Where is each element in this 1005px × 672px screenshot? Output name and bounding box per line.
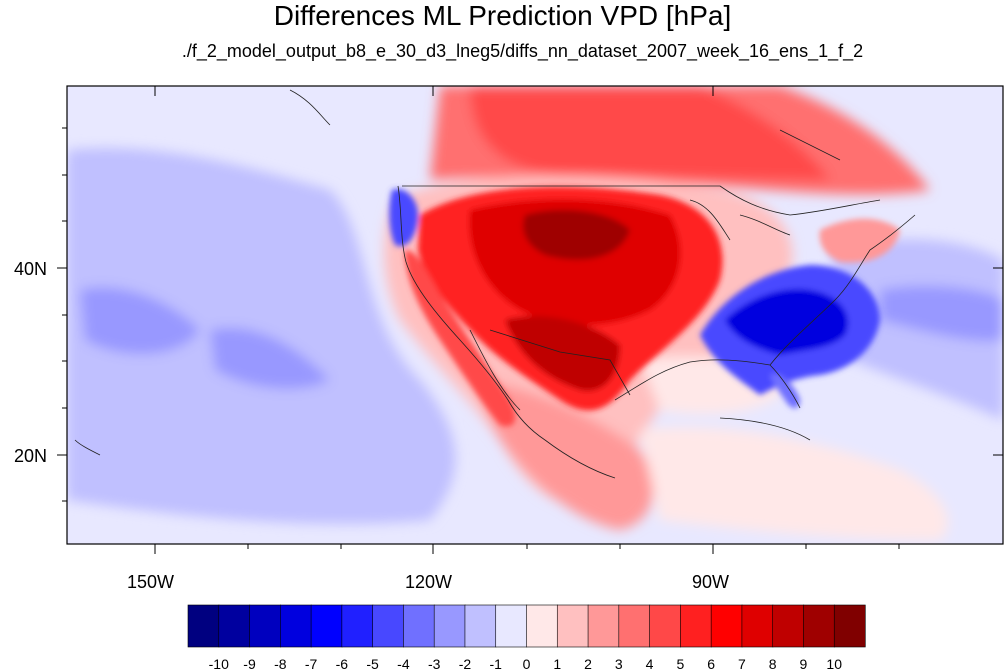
region-pacific-blue-patch2 bbox=[210, 328, 330, 389]
region-atlantic-blue bbox=[830, 239, 1003, 420]
colorbar-swatch bbox=[403, 604, 435, 648]
colorbar-tick-label: -4 bbox=[397, 656, 410, 672]
lon-label-120w: 120W bbox=[405, 572, 453, 592]
colorbar-swatch bbox=[741, 604, 774, 648]
vpd-field bbox=[67, 86, 1003, 544]
lat-label-20n: 20N bbox=[14, 446, 48, 466]
hawaii bbox=[74, 439, 101, 456]
region-southeast-core bbox=[725, 289, 849, 355]
region-northeast-pink bbox=[819, 218, 900, 263]
map-subtitle: ./f_2_model_output_b8_e_30_d3_lneg5/diff… bbox=[181, 41, 864, 61]
colorbar-tick-label: 4 bbox=[645, 656, 654, 672]
colorbar-tick-label: -3 bbox=[427, 656, 441, 672]
colorbar-tick-label: -1 bbox=[489, 656, 502, 672]
colorbar-swatch bbox=[341, 604, 374, 648]
colorbar-swatch bbox=[187, 604, 220, 648]
colorbar-swatch bbox=[310, 604, 343, 648]
colorbar-tick-label: 5 bbox=[676, 656, 685, 672]
colorbar-swatch bbox=[833, 604, 866, 648]
region-california-coast bbox=[405, 250, 516, 427]
baja-line bbox=[469, 329, 521, 411]
region-pacific-blue-patch bbox=[80, 287, 200, 354]
colorbar-tick-label: -5 bbox=[366, 656, 379, 672]
hudson-coast bbox=[289, 89, 841, 161]
region-pacific-northwest bbox=[389, 189, 419, 247]
colorbar-swatch bbox=[218, 604, 251, 648]
colorbar-swatch bbox=[680, 604, 712, 648]
colorbar-tick-label: 2 bbox=[584, 656, 592, 672]
colorbar-swatch bbox=[464, 604, 497, 648]
colorbar-tick-label: 1 bbox=[553, 656, 562, 672]
colorbar-swatch bbox=[556, 604, 589, 648]
colorbar-tick-label: -2 bbox=[458, 656, 472, 672]
region-florida bbox=[770, 374, 800, 409]
colorbar-tick-label: -6 bbox=[335, 656, 349, 672]
colorbar-tick-label: -10 bbox=[208, 656, 229, 672]
colorbar-swatch bbox=[280, 604, 312, 648]
axis-ticks bbox=[57, 86, 1003, 554]
colorbar-swatch bbox=[710, 604, 743, 648]
region-canada-core bbox=[470, 86, 830, 180]
region-dakota-max bbox=[523, 210, 630, 260]
colorbar-swatch bbox=[803, 604, 835, 648]
region-southwest-core bbox=[505, 316, 620, 391]
us-canada-border bbox=[402, 185, 881, 216]
map-title: Differences ML Prediction VPD [hPa] bbox=[273, 0, 732, 31]
colorbar-tick-label: -9 bbox=[243, 656, 256, 672]
colorbar-tick-label: 3 bbox=[614, 656, 623, 672]
colorbar-swatch bbox=[587, 604, 620, 648]
lon-label-150w: 150W bbox=[127, 572, 175, 592]
colorbar-tick-label: -8 bbox=[274, 656, 287, 672]
colorbar bbox=[187, 604, 866, 648]
colorbar-tick-label: 10 bbox=[826, 656, 842, 672]
colorbar-tick-label: 7 bbox=[738, 656, 746, 672]
colorbar-tick-label: 9 bbox=[799, 656, 808, 672]
region-atlantic-blue2 bbox=[880, 285, 1003, 341]
gulf-coast-line bbox=[614, 359, 801, 409]
lon-label-90w: 90W bbox=[692, 572, 730, 592]
colorbar-swatch bbox=[649, 604, 681, 648]
colorbar-tick-label: 8 bbox=[768, 656, 777, 672]
east-coast-line bbox=[769, 214, 916, 366]
colorbar-tick-label: 6 bbox=[707, 656, 716, 672]
colorbar-swatch bbox=[772, 604, 805, 648]
colorbar-tick-label: 0 bbox=[522, 656, 531, 672]
us-mexico-border bbox=[489, 329, 631, 396]
great-lakes bbox=[689, 199, 791, 241]
colorbar-swatch bbox=[495, 604, 528, 648]
colorbar-swatch bbox=[526, 604, 558, 648]
colorbar-swatch bbox=[433, 604, 466, 648]
cuba bbox=[719, 417, 811, 441]
region-caribbean bbox=[640, 427, 948, 540]
colorbar-swatch bbox=[618, 604, 651, 648]
west-coast-line bbox=[397, 185, 616, 479]
colorbar-tick-label: -7 bbox=[304, 656, 318, 672]
lat-label-40n: 40N bbox=[14, 259, 48, 279]
colorbar-swatch bbox=[372, 604, 405, 648]
coastlines bbox=[74, 89, 916, 479]
colorbar-swatch bbox=[249, 604, 281, 648]
